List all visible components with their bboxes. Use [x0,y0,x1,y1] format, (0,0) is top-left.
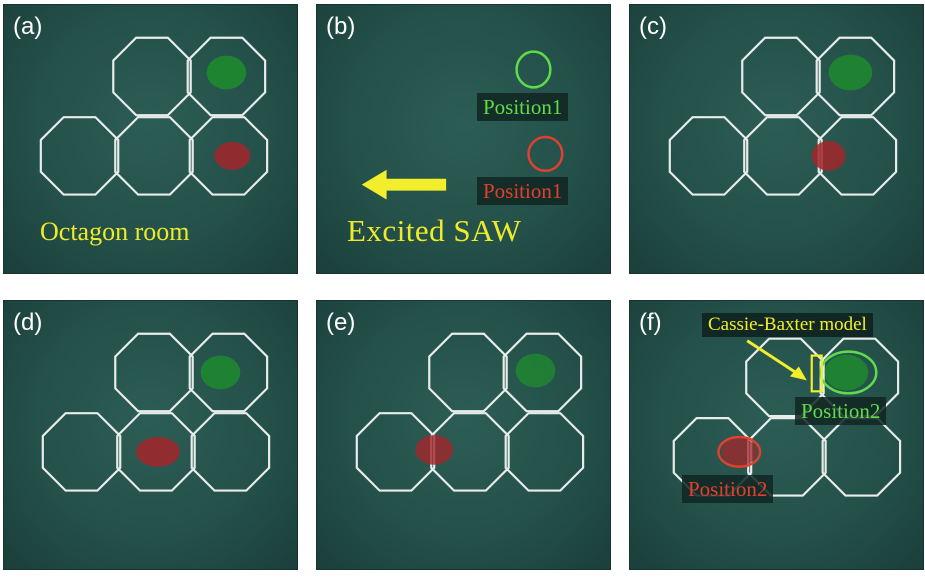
panel-f-overlay [672,337,902,497]
red-position-label: Position2 [682,475,774,503]
green-droplet [824,354,869,391]
panel-label: (d) [13,309,43,336]
octagon-grid [668,36,898,196]
octagon-room-caption: Octagon room [40,217,190,246]
panel-c: (c) [629,4,924,274]
red-droplet [136,436,180,467]
excited-saw-caption: Excited SAW [347,213,522,248]
arrow-left-icon [361,169,447,200]
red-position-ellipse [717,435,762,469]
panel-label: (f) [639,309,662,336]
panel-label: (b) [326,13,356,40]
pointer-arrow-line [746,339,800,376]
panel-b: (b) Position1 Position1 Excited SAW [316,4,611,274]
panel-a: (a) Octagon room [3,4,298,274]
panel-b-overlay [361,50,564,200]
green-droplet [828,54,873,91]
panel-f: (f) Cassie-Baxter model Position2 Positi… [629,300,924,570]
cassie-baxter-model-label: Cassie-Baxter model [702,313,873,337]
octagon-grid [41,332,271,492]
green-position-label: Position2 [795,397,887,425]
green-droplet [200,355,241,390]
octagon-grid [39,36,269,196]
red-position-circle [527,135,564,173]
panel-d: (d) [3,300,298,570]
red-droplet [721,437,758,466]
red-position-label: Position1 [477,177,569,205]
red-droplet [214,141,251,170]
green-position-circle [515,50,552,89]
green-droplet [515,353,556,388]
green-droplet [206,55,247,90]
panel-label: (e) [326,309,356,336]
octagon-grid [355,332,585,492]
red-droplet [415,435,454,465]
pointer-arrow-icon [789,366,807,381]
cassie-baxter-highlight-box [810,354,823,393]
panel-e: (e) [316,300,611,570]
panel-label: (c) [639,13,667,40]
panel-label: (a) [13,13,43,40]
green-position-label: Position1 [477,93,569,121]
red-droplet [811,140,846,171]
